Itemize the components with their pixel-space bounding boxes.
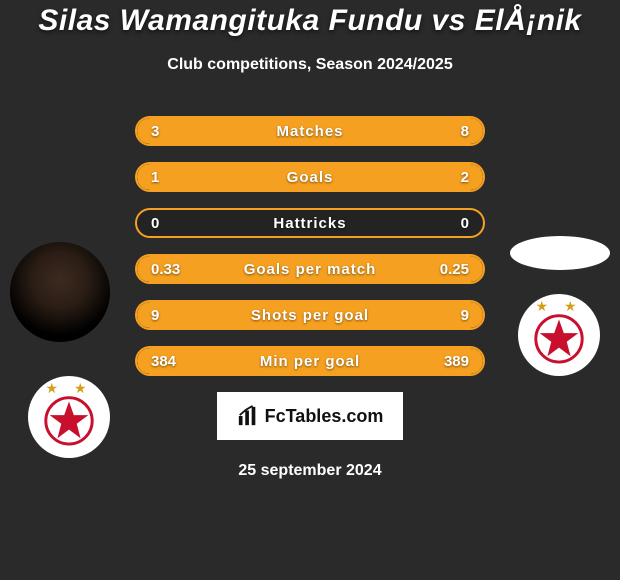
infographic-container: Silas Wamangituka Fundu vs ElÅ¡nik Club … [0,0,620,580]
stat-label: Goals per match [207,261,413,278]
club-badge-left: ★ ★ [28,376,110,458]
stat-label: Goals [207,169,413,186]
stat-value-right: 0 [413,215,483,232]
stat-rows: 3Matches8 1Goals2 0Hattricks0 0.33Goals per… [135,116,485,376]
stat-label: Hattricks [207,215,413,232]
fctables-label: FcTables.com [265,406,384,427]
player-right-badge-oval [510,236,610,270]
stat-value-right: 389 [413,353,483,370]
stat-label: Matches [207,123,413,140]
crvena-zvezda-crest-icon [530,306,588,364]
player-left-avatar [10,242,110,342]
club-badge-right: ★ ★ [518,294,600,376]
stat-value-left: 9 [137,307,207,324]
stat-value-right: 9 [413,307,483,324]
stat-label: Shots per goal [207,307,413,324]
crvena-zvezda-crest-icon [40,388,98,446]
stat-row: 0Hattricks0 [135,208,485,238]
stat-row: 384Min per goal389 [135,346,485,376]
stat-value-right: 8 [413,123,483,140]
page-title: Silas Wamangituka Fundu vs ElÅ¡nik [0,4,620,38]
stat-value-left: 0 [137,215,207,232]
stat-label: Min per goal [207,353,413,370]
subtitle: Club competitions, Season 2024/2025 [0,56,620,74]
stat-value-left: 0.33 [137,261,207,278]
stats-section: ★ ★ ★ ★ 3Matches81Goals20Hattricks00.33G… [0,116,620,376]
chart-bars-icon [237,405,259,427]
stat-value-left: 384 [137,353,207,370]
footer-date: 25 september 2024 [0,462,620,480]
stat-value-right: 0.25 [413,261,483,278]
stat-row: 1Goals2 [135,162,485,192]
fctables-watermark: FcTables.com [217,392,403,440]
player-face-icon [10,242,110,342]
stat-row: 3Matches8 [135,116,485,146]
stat-value-left: 3 [137,123,207,140]
stat-row: 9Shots per goal9 [135,300,485,330]
stat-value-left: 1 [137,169,207,186]
stat-value-right: 2 [413,169,483,186]
stat-row: 0.33Goals per match0.25 [135,254,485,284]
